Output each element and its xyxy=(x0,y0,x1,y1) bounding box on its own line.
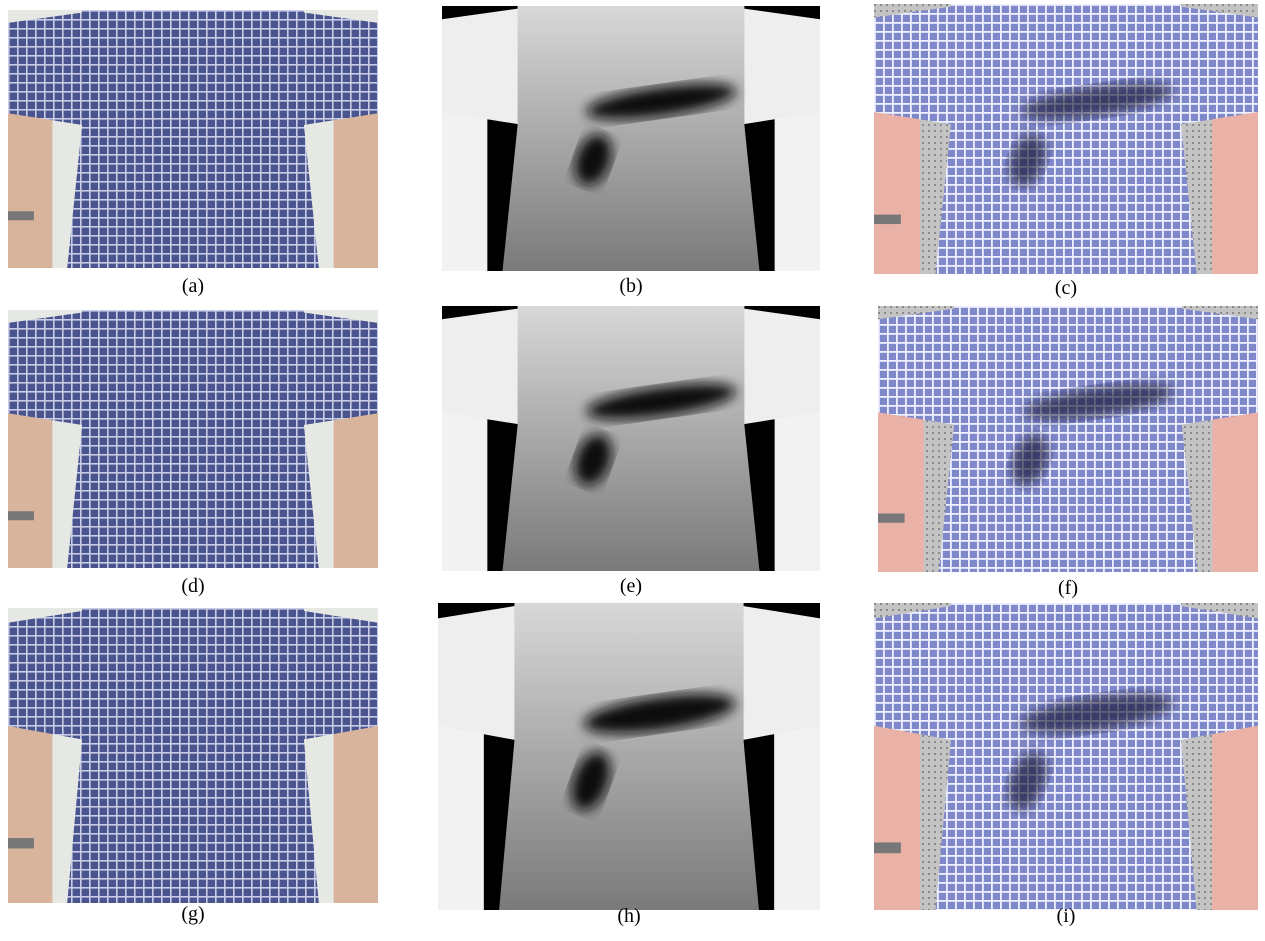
arm xyxy=(438,710,484,910)
shirt xyxy=(67,310,319,568)
panel-image xyxy=(874,603,1258,910)
panel-image xyxy=(874,4,1258,274)
panel-caption: (e) xyxy=(620,575,642,597)
shirt xyxy=(499,603,759,910)
watch xyxy=(8,511,34,520)
arm xyxy=(775,99,820,271)
arm xyxy=(878,399,924,572)
shirt xyxy=(67,608,319,903)
arm xyxy=(8,711,52,903)
arm xyxy=(442,399,487,571)
panel-image xyxy=(8,10,378,268)
arm xyxy=(874,99,920,275)
panel-caption: (b) xyxy=(619,275,642,297)
panel-image xyxy=(878,306,1258,572)
panel-caption: (g) xyxy=(181,903,204,925)
shirt xyxy=(503,6,760,271)
panel-caption: (h) xyxy=(617,905,640,927)
page: (a)(b)(c)(d)(e)(f)(g)(h)(i) (() => { con… xyxy=(0,0,1265,941)
arm xyxy=(334,711,378,903)
arm xyxy=(8,400,52,568)
figure: (a) (b) (c) (d) (e) (f) (g) (h) (i) xyxy=(0,0,1265,941)
shirt xyxy=(935,4,1196,274)
shirt xyxy=(503,306,760,571)
shirt xyxy=(67,10,319,268)
panel-image xyxy=(8,608,378,903)
panel-image xyxy=(438,603,820,910)
arm xyxy=(334,100,378,268)
watch xyxy=(874,842,901,853)
panel-caption: (i) xyxy=(1057,905,1076,927)
arm xyxy=(1212,710,1258,910)
arm xyxy=(1212,399,1258,572)
panel-caption: (f) xyxy=(1058,577,1078,599)
panel-image xyxy=(8,310,378,568)
panel-image xyxy=(442,6,820,271)
panel-caption: (a) xyxy=(182,275,204,297)
panel-caption: (c) xyxy=(1055,277,1077,299)
shirt xyxy=(939,306,1197,572)
arm xyxy=(442,99,487,271)
shirt xyxy=(935,603,1196,910)
watch xyxy=(874,215,901,224)
arm xyxy=(775,399,820,571)
arm xyxy=(8,100,52,268)
watch xyxy=(878,513,905,522)
panel-caption: (d) xyxy=(181,575,204,597)
arm xyxy=(1212,99,1258,275)
watch xyxy=(8,211,34,220)
watch xyxy=(8,838,34,848)
arm xyxy=(874,710,920,910)
arm xyxy=(334,400,378,568)
arm xyxy=(774,710,820,910)
panel-image xyxy=(442,306,820,571)
